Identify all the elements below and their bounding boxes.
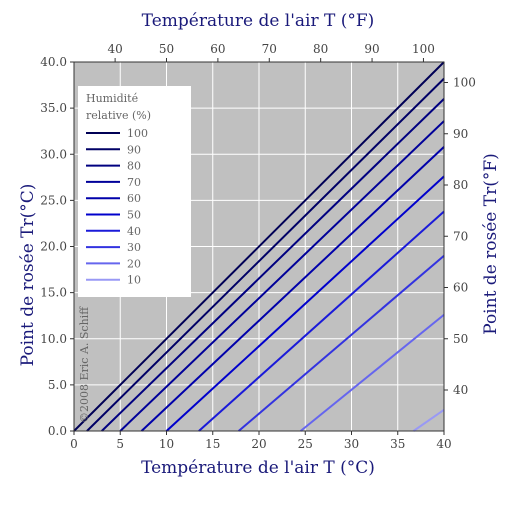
- legend-label-rh-80: 80: [127, 160, 141, 173]
- series-line-rh-30: [238, 254, 445, 432]
- legend-title-line-2: relative (%): [86, 109, 151, 122]
- legend-items: 100 90 80 70 60 50 40 30 20 10: [86, 127, 148, 287]
- series-line-rh-90: [86, 77, 445, 432]
- series-line-rh-40: [198, 210, 445, 432]
- x-tick-label: 15: [205, 437, 220, 451]
- x-axis-bottom: 0 5 10 15 20 25 30 35 40: [70, 431, 452, 451]
- legend-label-rh-70: 70: [127, 176, 141, 189]
- series-line-rh-10: [412, 408, 445, 432]
- x-tick-label: 10: [159, 437, 174, 451]
- y-right-tick-label: 60: [453, 281, 468, 295]
- legend-label-rh-50: 50: [127, 209, 141, 222]
- legend-title-line-1: Humidité: [86, 92, 138, 105]
- y-tick-label: 35.0: [40, 101, 67, 115]
- x-tick-label: 0: [70, 437, 78, 451]
- y-tick-label: 15.0: [40, 286, 67, 300]
- legend-label-rh-100: 100: [127, 127, 148, 140]
- legend-label-rh-30: 30: [127, 241, 141, 254]
- right-axis-title: Point de rosée Tr(°F): [481, 153, 501, 335]
- y-tick-label: 0.0: [48, 424, 67, 438]
- y-right-tick-label: 70: [453, 229, 468, 243]
- y-right-tick-label: 40: [453, 383, 468, 397]
- x-top-tick-label: 80: [313, 42, 328, 56]
- y-right-tick-label: 50: [453, 332, 468, 346]
- y-tick-label: 40.0: [40, 55, 67, 69]
- x-tick-label: 20: [251, 437, 266, 451]
- legend-label-rh-10: 10: [127, 274, 141, 287]
- x-top-tick-label: 70: [262, 42, 277, 56]
- legend-box: [78, 86, 191, 297]
- y-axis-right-fahrenheit: 40 50 60 70 80 90 100: [444, 76, 476, 397]
- y-tick-label: 10.0: [40, 332, 67, 346]
- series-line-rh-80: [101, 98, 445, 432]
- top-axis-title: Température de l'air T (°F): [142, 11, 375, 31]
- x-top-tick-label: 40: [107, 42, 122, 56]
- bottom-axis-title: Température de l'air T (°C): [141, 458, 375, 478]
- legend-label-rh-60: 60: [127, 192, 141, 205]
- x-top-tick-label: 100: [412, 42, 435, 56]
- copyright-watermark: ©2008 Eric A. Schiff: [78, 306, 91, 423]
- y-axis-left: 0.0 5.0 10.0 15.0 20.0 25.0 30.0 35.0 40.0: [40, 55, 74, 438]
- legend: Humidité relative (%) 100 90 80 70 60 50 40 30 2…: [78, 86, 191, 297]
- x-top-tick-label: 90: [364, 42, 379, 56]
- y-right-tick-label: 100: [453, 76, 476, 90]
- x-tick-label: 5: [116, 437, 124, 451]
- y-tick-label: 20.0: [40, 240, 67, 254]
- y-right-tick-label: 90: [453, 127, 468, 141]
- series-line-rh-70: [119, 120, 445, 432]
- x-tick-label: 25: [298, 437, 313, 451]
- series-line-rh-100: [73, 61, 445, 432]
- x-axis-top-fahrenheit: 40 50 60 70 80 90 100: [107, 42, 435, 62]
- legend-label-rh-40: 40: [127, 225, 141, 238]
- series-line-rh-50: [165, 175, 445, 432]
- x-tick-label: 35: [390, 437, 405, 451]
- left-axis-title: Point de rosée Tr(°C): [18, 184, 38, 367]
- series-line-rh-60: [140, 146, 445, 432]
- x-top-tick-label: 50: [159, 42, 174, 56]
- legend-label-rh-90: 90: [127, 143, 141, 156]
- legend-label-rh-20: 20: [127, 257, 141, 270]
- y-tick-label: 5.0: [48, 378, 67, 392]
- series-lines: [73, 61, 445, 432]
- x-tick-label: 40: [436, 437, 451, 451]
- y-tick-label: 30.0: [40, 147, 67, 161]
- y-tick-label: 25.0: [40, 193, 67, 207]
- x-tick-label: 30: [344, 437, 359, 451]
- y-right-tick-label: 80: [453, 178, 468, 192]
- x-top-tick-label: 60: [210, 42, 225, 56]
- series-line-rh-20: [299, 313, 445, 432]
